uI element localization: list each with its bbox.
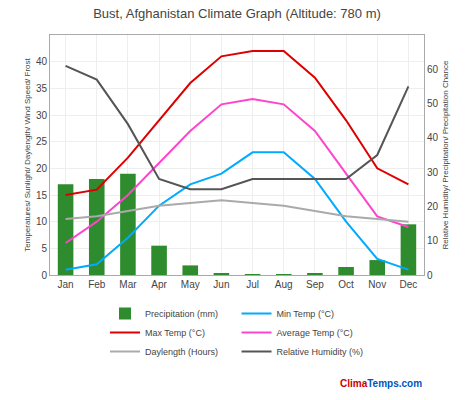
svg-text:30: 30 <box>36 110 48 121</box>
svg-text:60: 60 <box>427 64 439 75</box>
svg-text:35: 35 <box>36 83 48 94</box>
svg-text:Jan: Jan <box>58 279 74 290</box>
svg-text:Apr: Apr <box>151 279 167 290</box>
svg-text:50: 50 <box>427 98 439 109</box>
svg-text:Max Temp (°C): Max Temp (°C) <box>145 328 205 338</box>
svg-text:ClimaTemps.com: ClimaTemps.com <box>340 378 422 389</box>
svg-text:0: 0 <box>41 270 47 281</box>
svg-text:Min Temp (°C): Min Temp (°C) <box>277 309 334 319</box>
svg-text:Dec: Dec <box>400 279 418 290</box>
svg-text:Bust, Afghanistan Climate Grap: Bust, Afghanistan Climate Graph (Altitud… <box>93 6 381 21</box>
svg-text:Mar: Mar <box>119 279 137 290</box>
svg-text:Relative Humidity (%): Relative Humidity (%) <box>277 347 364 357</box>
svg-text:20: 20 <box>427 201 439 212</box>
svg-text:15: 15 <box>36 190 48 201</box>
svg-text:Relative Humidity/ Precipitati: Relative Humidity/ Precipitation/ Precip… <box>441 60 450 250</box>
svg-text:Jul: Jul <box>246 279 259 290</box>
svg-text:Average Temp (°C): Average Temp (°C) <box>277 328 353 338</box>
svg-text:Feb: Feb <box>88 279 106 290</box>
svg-text:Jun: Jun <box>213 279 229 290</box>
svg-text:Aug: Aug <box>275 279 293 290</box>
svg-text:0: 0 <box>427 270 433 281</box>
svg-text:5: 5 <box>41 243 47 254</box>
svg-text:25: 25 <box>36 136 48 147</box>
svg-text:Oct: Oct <box>338 279 354 290</box>
svg-text:10: 10 <box>36 216 48 227</box>
svg-text:May: May <box>181 279 200 290</box>
svg-text:30: 30 <box>427 167 439 178</box>
svg-text:Daylength (Hours): Daylength (Hours) <box>145 347 218 357</box>
svg-text:10: 10 <box>427 235 439 246</box>
svg-text:Temperatures/ Sunlight/ Daylen: Temperatures/ Sunlight/ Daylength/ Wind … <box>23 58 32 252</box>
svg-text:20: 20 <box>36 163 48 174</box>
svg-text:Precipitation (mm): Precipitation (mm) <box>145 309 218 319</box>
svg-text:Sep: Sep <box>306 279 324 290</box>
svg-text:Nov: Nov <box>368 279 386 290</box>
svg-text:40: 40 <box>36 56 48 67</box>
svg-text:40: 40 <box>427 132 439 143</box>
